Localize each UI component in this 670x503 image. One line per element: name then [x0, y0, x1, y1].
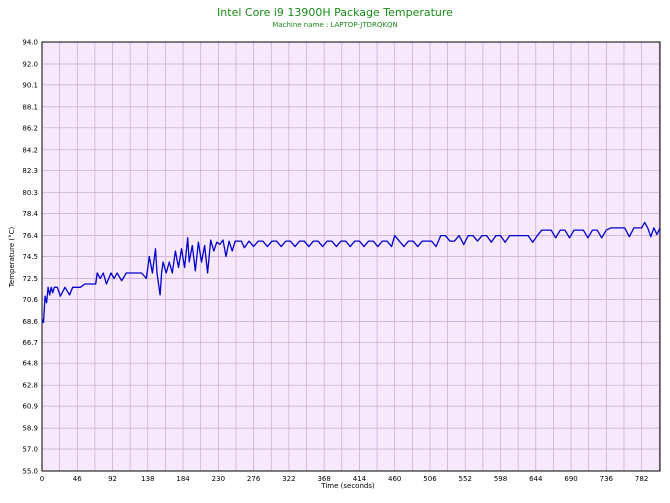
y-tick-label: 82.3	[22, 167, 38, 175]
y-tick-label: 84.2	[22, 146, 38, 154]
x-tick-label: 230	[212, 475, 225, 483]
y-axis-label: Temperature (°C)	[8, 227, 16, 289]
y-tick-label: 78.4	[22, 210, 38, 218]
x-tick-label: 92	[108, 475, 117, 483]
x-tick-label: 138	[141, 475, 154, 483]
chart-subtitle: Machine name : LAPTOP-JTDRQKQN	[272, 21, 397, 29]
y-tick-label: 57.0	[22, 446, 38, 454]
x-tick-label: 0	[40, 475, 44, 483]
y-tick-label: 88.1	[22, 103, 38, 111]
x-tick-label: 414	[353, 475, 367, 483]
x-tick-label: 368	[317, 475, 330, 483]
x-tick-label: 184	[176, 475, 190, 483]
y-tick-label: 66.7	[22, 339, 38, 347]
y-tick-label: 94.0	[22, 39, 38, 47]
y-axis-ticks: 55.0 57.0 58.9 60.9 62.8 64.8 66.7 68.6 70.6 72.5…	[22, 39, 38, 476]
x-tick-label: 46	[73, 475, 82, 483]
x-tick-label: 460	[388, 475, 401, 483]
x-tick-label: 782	[635, 475, 648, 483]
x-tick-label: 690	[564, 475, 577, 483]
x-tick-label: 506	[423, 475, 437, 483]
y-tick-label: 62.8	[22, 382, 38, 390]
y-tick-label: 68.6	[22, 318, 38, 326]
chart-title: Intel Core i9 13900H Package Temperature	[217, 6, 453, 19]
y-tick-label: 60.9	[22, 403, 38, 411]
x-axis-label: Time (seconds)	[320, 482, 375, 490]
x-tick-label: 276	[247, 475, 261, 483]
y-tick-label: 90.1	[22, 81, 38, 89]
x-tick-label: 644	[529, 475, 543, 483]
series-line-package-temperature	[41, 221, 661, 324]
y-tick-label: 92.0	[22, 61, 38, 69]
y-tick-label: 80.3	[22, 189, 38, 197]
y-tick-label: 55.0	[22, 468, 38, 476]
x-tick-label: 598	[494, 475, 507, 483]
x-tick-label: 552	[459, 475, 472, 483]
y-tick-label: 70.6	[22, 296, 38, 304]
y-tick-label: 76.4	[22, 232, 38, 240]
x-tick-label: 322	[282, 475, 295, 483]
y-tick-label: 74.5	[22, 253, 38, 261]
y-tick-label: 64.8	[22, 360, 38, 368]
plot-border	[41, 41, 661, 472]
x-axis-ticks: 0 46 92 138 184 230 276 322 368 414 460 506 552 598 64…	[40, 475, 649, 483]
y-tick-label: 58.9	[22, 425, 38, 433]
y-tick-label: 72.5	[22, 275, 38, 283]
y-tick-label: 86.2	[22, 124, 38, 132]
x-tick-label: 736	[600, 475, 614, 483]
